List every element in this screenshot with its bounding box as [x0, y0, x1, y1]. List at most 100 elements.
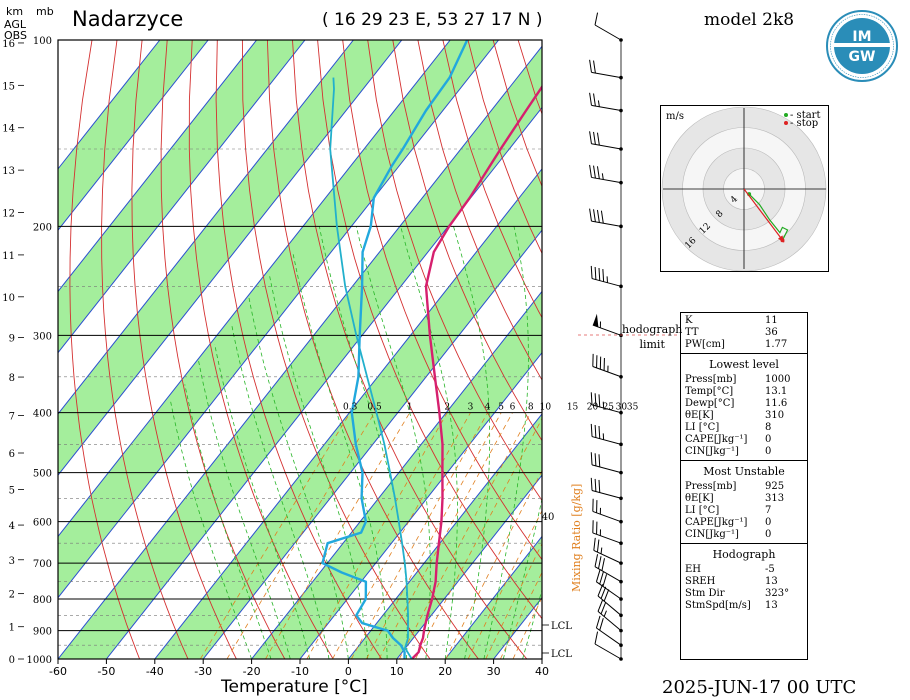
- wind-barb: [590, 392, 623, 415]
- stat-key: Stm Dir: [685, 588, 725, 599]
- barb-shaft: [591, 490, 622, 499]
- mixing-ratio-title: Mixing Ratio [g/kg]: [570, 484, 583, 592]
- stat-key: K: [685, 315, 693, 326]
- moist-adiabat: [198, 360, 291, 659]
- wind-barb: [592, 520, 623, 545]
- isotherm: [58, 40, 500, 599]
- legend-stop: - stop: [790, 118, 818, 129]
- barb-flag: [595, 569, 601, 582]
- isotherm: [348, 413, 542, 659]
- barb-flag: [603, 589, 610, 602]
- wind-barb: [589, 208, 623, 229]
- isotherm: [58, 40, 403, 477]
- barb-flag: [598, 425, 601, 439]
- wind-barb: [595, 569, 623, 601]
- stat-row: Temp[°C] 13.1: [685, 386, 803, 398]
- dry-adiabat: [442, 40, 542, 319]
- stat-value: 11: [765, 315, 778, 326]
- moist-adiabat: [169, 398, 252, 659]
- moist-adiabat: [231, 326, 330, 659]
- x-tick-label: -20: [243, 665, 261, 678]
- most-unstable-section: Most Unstable Press[mb] 925 θE[K] 313 LI [°C…: [681, 461, 807, 544]
- hodograph-limit-text-2: limit: [639, 338, 665, 351]
- stat-key: Press[mb]: [685, 481, 737, 492]
- wind-barb: [590, 452, 623, 475]
- barb-pennant: [592, 313, 599, 328]
- barb-dot: [619, 442, 623, 447]
- height-label: 8: [9, 373, 15, 384]
- barb-flag: [600, 602, 607, 615]
- hodograph-ring-label: 8: [714, 209, 725, 220]
- mixing-ratio-label: 15: [567, 403, 579, 413]
- stat-key: LI [°C]: [685, 422, 720, 433]
- mixing-ratio-label: 6: [510, 403, 516, 413]
- stat-row: LI [°C] 8: [685, 422, 803, 434]
- barb-shaft: [591, 104, 622, 112]
- stat-key: CIN[Jkg⁻¹]: [685, 529, 739, 540]
- x-tick-label: -40: [146, 665, 164, 678]
- x-axis-title: Temperature [°C]: [221, 677, 368, 697]
- height-label: 7: [9, 412, 15, 423]
- stat-value: 7: [765, 505, 772, 516]
- most-unstable-title: Most Unstable: [703, 465, 785, 478]
- barb-flag: [590, 392, 593, 405]
- height-label: 14: [2, 124, 15, 135]
- svg-text:GW: GW: [849, 49, 876, 65]
- wind-barb: [594, 554, 623, 584]
- mixing-ratio-label: 1: [407, 403, 413, 413]
- barb-half-flag: [601, 173, 604, 180]
- mixing-ratio-labels: 0.3 0.5 1 2 3 4 5 6 8 10 15 20 25 30 35 Mixing Ratio [g…: [343, 403, 639, 592]
- pressure-label: 600: [33, 518, 52, 529]
- barb-flag: [590, 265, 593, 279]
- stat-key: StmSpd[m/s]: [685, 600, 751, 611]
- legend-start: - start: [790, 110, 820, 121]
- stop-marker-icon: [784, 121, 788, 125]
- mixing-ratio-label: 2: [444, 403, 450, 413]
- barb-flag: [593, 60, 596, 74]
- barb-flag: [593, 537, 596, 551]
- stat-row: CAPE[Jkg⁻¹] 0: [685, 517, 803, 529]
- agl-label: AGL: [4, 18, 26, 31]
- barb-flag: [589, 131, 592, 144]
- x-tick-label: 20: [438, 665, 452, 678]
- stat-value: 313: [765, 493, 785, 504]
- stat-row: θE[K] 313: [685, 493, 803, 505]
- stat-key: PW[cm]: [685, 339, 725, 350]
- barb-shaft: [591, 464, 622, 474]
- barb-dot: [619, 374, 623, 379]
- start-marker-icon: [784, 113, 788, 117]
- wind-barb: [594, 631, 623, 661]
- hodograph-section: Hodograph EH -5 SREH 13 Stm Dir 323° StmSpd[m/…: [681, 544, 807, 614]
- x-tick-label: 0: [345, 665, 352, 678]
- dry-adiabat: [417, 40, 542, 381]
- x-tick-label: 10: [390, 665, 404, 678]
- stat-key: SREH: [685, 576, 716, 587]
- moist-adiabat: [292, 251, 388, 659]
- barb-flag: [595, 615, 601, 629]
- height-label: 6: [9, 449, 15, 460]
- barb-shaft: [592, 510, 622, 523]
- barb-flag: [599, 618, 604, 631]
- wind-barbs: [589, 12, 623, 661]
- hodograph-ring-label: 4: [729, 194, 740, 205]
- barb-flag: [596, 132, 600, 146]
- isotherm: [58, 40, 258, 293]
- height-label: 11: [2, 251, 15, 262]
- barb-shaft: [591, 220, 622, 227]
- moist-adiabat: [400, 226, 458, 659]
- mixing-ratio-label: 30: [616, 403, 628, 413]
- mixing-ratio-label: 25: [603, 403, 615, 413]
- stat-row: LI [°C] 7: [685, 505, 803, 517]
- mixing-ratio-label: 10: [540, 403, 552, 413]
- mixing-ratio-label: 4: [485, 403, 491, 413]
- x-tick-label: -60: [49, 665, 67, 678]
- barb-flag: [593, 209, 596, 222]
- stat-value: 0: [765, 434, 772, 445]
- barb-flag: [599, 571, 604, 585]
- isotherm: [58, 40, 161, 170]
- wind-barb: [597, 599, 623, 633]
- isotherm: [58, 40, 451, 538]
- hodograph-trace: [743, 188, 789, 243]
- moist-adiabat: [214, 344, 311, 659]
